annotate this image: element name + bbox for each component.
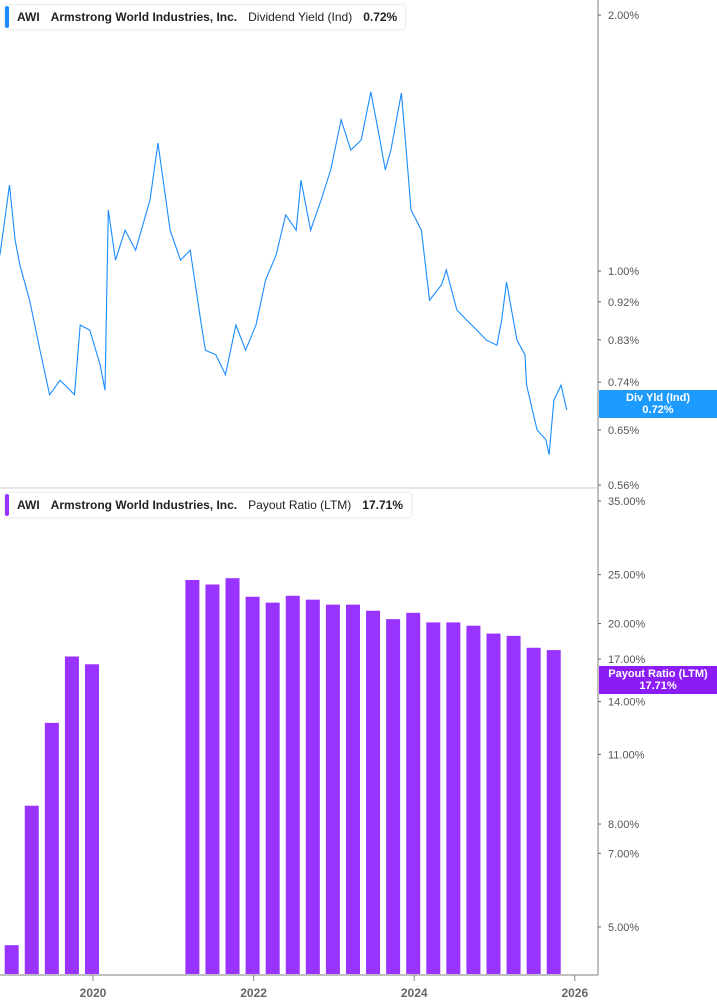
payout-bar: [325, 604, 340, 974]
x-tick-label: 2026: [561, 986, 588, 1000]
payout-bar: [64, 656, 79, 974]
yield-tag-label: Div Yld (Ind): [626, 392, 690, 404]
legend-value: 17.71%: [362, 498, 403, 512]
x-tick-label: 2024: [401, 986, 428, 1000]
payout-y-tick-label: 25.00%: [608, 570, 646, 582]
payout-bar: [265, 602, 280, 974]
yield-value-tag: Div Yld (Ind) 0.72%: [599, 390, 717, 418]
payout-bar: [446, 622, 461, 974]
yield-y-tick-label: 0.83%: [608, 335, 639, 347]
payout-bar: [285, 595, 300, 974]
payout-y-tick-label: 20.00%: [608, 618, 646, 630]
x-tick-label: 2022: [240, 986, 267, 1000]
payout-y-tick-label: 14.00%: [608, 697, 646, 709]
yield-y-tick-label: 0.74%: [608, 377, 639, 389]
legend-company: Armstrong World Industries, Inc.: [50, 10, 238, 24]
payout-y-tick-label: 17.00%: [608, 654, 646, 666]
payout-bar: [305, 599, 320, 974]
yield-legend: AWI Armstrong World Industries, Inc. Div…: [4, 4, 407, 30]
payout-bar: [205, 584, 220, 974]
payout-color-marker: [5, 494, 9, 516]
yield-tag-value: 0.72%: [642, 404, 674, 416]
yield-color-marker: [5, 6, 9, 28]
legend-metric: Dividend Yield (Ind): [248, 10, 353, 24]
payout-bar: [245, 596, 260, 974]
payout-y-tick-label: 7.00%: [608, 848, 639, 860]
legend-metric: Payout Ratio (LTM): [248, 498, 352, 512]
legend-value: 0.72%: [363, 10, 398, 24]
payout-bar: [345, 604, 360, 974]
payout-bar: [526, 647, 541, 974]
payout-y-tick-label: 11.00%: [608, 749, 645, 761]
payout-bar: [366, 610, 381, 974]
yield-y-tick-label: 0.56%: [608, 480, 639, 492]
payout-bar: [486, 633, 501, 974]
legend-ticker: AWI: [17, 10, 40, 24]
payout-bar: [44, 722, 59, 974]
payout-bar: [185, 579, 200, 974]
x-tick-label: 2020: [80, 986, 107, 1000]
payout-bar: [225, 578, 240, 974]
payout-y-tick-label: 8.00%: [608, 819, 639, 831]
payout-bar: [546, 650, 561, 974]
payout-value-tag: Payout Ratio (LTM) 17.71%: [599, 666, 717, 694]
payout-bar: [506, 635, 521, 974]
payout-bar: [406, 612, 421, 974]
payout-tag-label: Payout Ratio (LTM): [608, 668, 708, 680]
payout-bar: [24, 805, 39, 974]
payout-legend: AWI Armstrong World Industries, Inc. Pay…: [4, 492, 412, 518]
payout-y-tick-label: 5.00%: [608, 922, 639, 934]
dividend-yield-line: [0, 91, 568, 455]
payout-bar: [85, 664, 99, 974]
payout-bar: [386, 619, 401, 974]
legend-company: Armstrong World Industries, Inc.: [50, 498, 238, 512]
yield-y-tick-label: 2.00%: [608, 10, 639, 22]
payout-y-tick-label: 35.00%: [608, 496, 646, 508]
payout-bar: [426, 622, 441, 974]
payout-bar: [4, 945, 19, 974]
payout-bar: [466, 625, 481, 974]
yield-y-tick-label: 0.92%: [608, 297, 639, 309]
legend-ticker: AWI: [17, 498, 40, 512]
yield-y-tick-label: 1.00%: [608, 266, 639, 278]
yield-y-tick-label: 0.65%: [608, 425, 639, 437]
payout-tag-value: 17.71%: [639, 680, 677, 692]
